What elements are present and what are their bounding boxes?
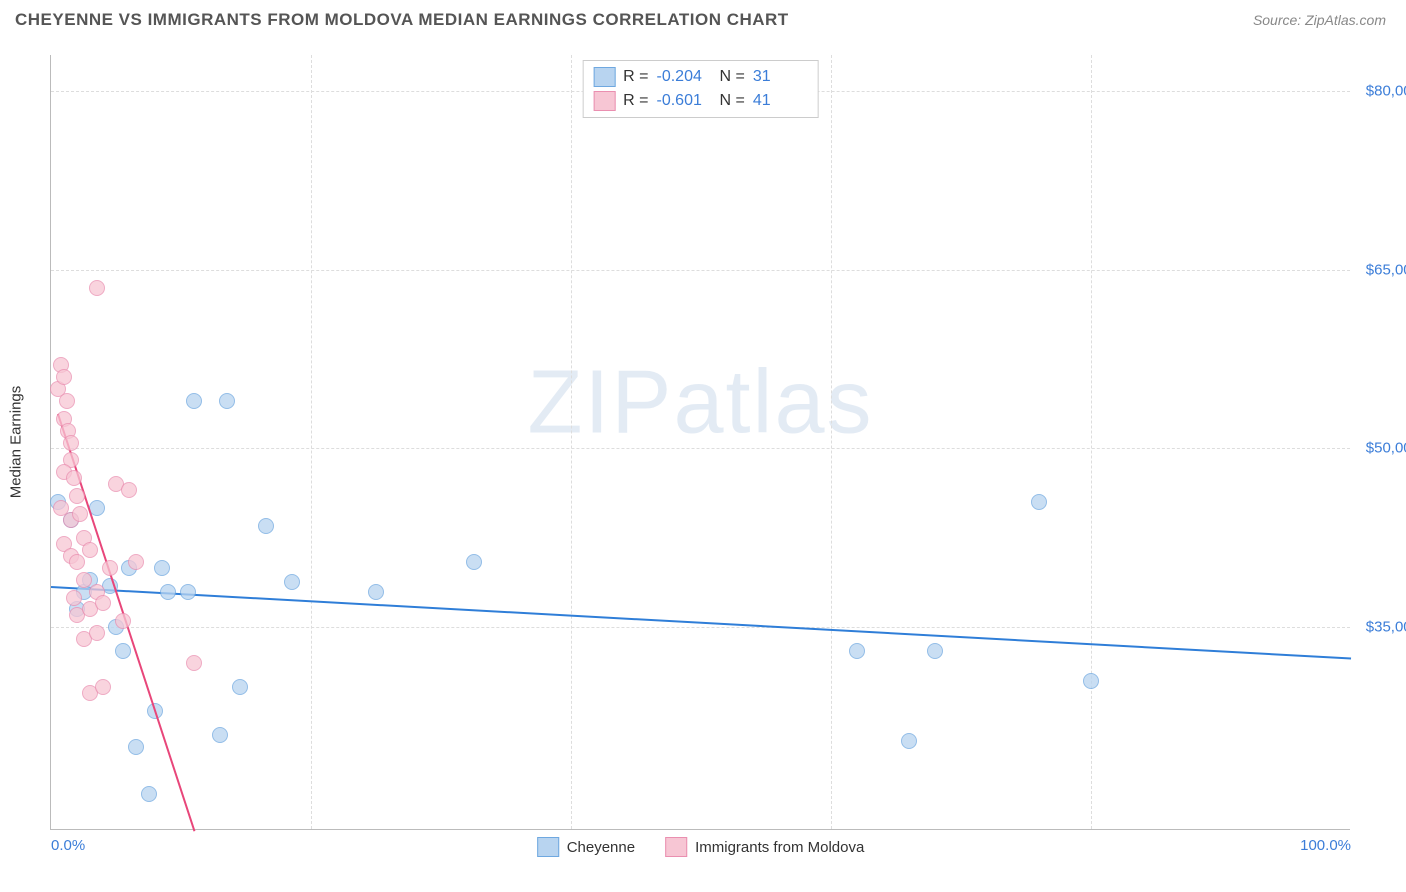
data-point (212, 727, 228, 743)
r-value: -0.204 (657, 68, 712, 86)
data-point (69, 488, 85, 504)
r-value: -0.601 (657, 92, 712, 110)
chart-title: CHEYENNE VS IMMIGRANTS FROM MOLDOVA MEDI… (15, 10, 789, 30)
y-tick-label: $35,000 (1355, 619, 1406, 636)
watermark: ZIPatlas (527, 352, 873, 455)
series-swatch (593, 91, 615, 111)
data-point (219, 393, 235, 409)
data-point (927, 643, 943, 659)
data-point (95, 679, 111, 695)
data-point (258, 518, 274, 534)
data-point (102, 560, 118, 576)
data-point (59, 393, 75, 409)
legend-item: Immigrants from Moldova (665, 837, 864, 857)
legend-item: Cheyenne (537, 837, 635, 857)
data-point (160, 584, 176, 600)
correlation-stats-box: R = -0.204 N = 31 R = -0.601 N = 41 (582, 60, 819, 118)
gridline (51, 270, 1350, 271)
data-point (82, 542, 98, 558)
data-point (89, 280, 105, 296)
r-label: R = (623, 92, 648, 110)
x-tick-label: 100.0% (1300, 837, 1351, 854)
data-point (154, 560, 170, 576)
stats-row: R = -0.601 N = 41 (593, 89, 808, 113)
n-label: N = (720, 92, 745, 110)
trend-line (51, 586, 1351, 660)
n-label: N = (720, 68, 745, 86)
series-swatch (537, 837, 559, 857)
data-point (66, 590, 82, 606)
data-point (849, 643, 865, 659)
source-label: Source: ZipAtlas.com (1253, 12, 1386, 28)
data-point (66, 470, 82, 486)
x-tick-label: 0.0% (51, 837, 85, 854)
legend-label: Cheyenne (567, 839, 635, 856)
n-value: 41 (753, 92, 808, 110)
y-tick-label: $50,000 (1355, 440, 1406, 457)
y-axis-label: Median Earnings (8, 386, 25, 499)
chart-plot-area: Median Earnings ZIPatlas $35,000$50,000$… (50, 55, 1350, 830)
data-point (128, 554, 144, 570)
data-point (284, 574, 300, 590)
data-point (1083, 673, 1099, 689)
data-point (115, 643, 131, 659)
data-point (95, 595, 111, 611)
data-point (186, 393, 202, 409)
data-point (115, 613, 131, 629)
series-swatch (665, 837, 687, 857)
r-label: R = (623, 68, 648, 86)
data-point (1031, 494, 1047, 510)
data-point (141, 786, 157, 802)
data-point (121, 482, 137, 498)
data-point (901, 733, 917, 749)
data-point (186, 655, 202, 671)
gridline (311, 55, 312, 829)
data-point (466, 554, 482, 570)
gridline (51, 627, 1350, 628)
data-point (180, 584, 196, 600)
data-point (69, 554, 85, 570)
data-point (63, 435, 79, 451)
data-point (76, 572, 92, 588)
gridline (51, 448, 1350, 449)
data-point (56, 369, 72, 385)
y-tick-label: $65,000 (1355, 261, 1406, 278)
series-swatch (593, 67, 615, 87)
legend-label: Immigrants from Moldova (695, 839, 864, 856)
n-value: 31 (753, 68, 808, 86)
gridline (571, 55, 572, 829)
stats-row: R = -0.204 N = 31 (593, 65, 808, 89)
legend: Cheyenne Immigrants from Moldova (537, 837, 865, 857)
data-point (72, 506, 88, 522)
data-point (368, 584, 384, 600)
data-point (128, 739, 144, 755)
y-tick-label: $80,000 (1355, 82, 1406, 99)
data-point (232, 679, 248, 695)
gridline (1091, 55, 1092, 829)
gridline (831, 55, 832, 829)
data-point (89, 625, 105, 641)
